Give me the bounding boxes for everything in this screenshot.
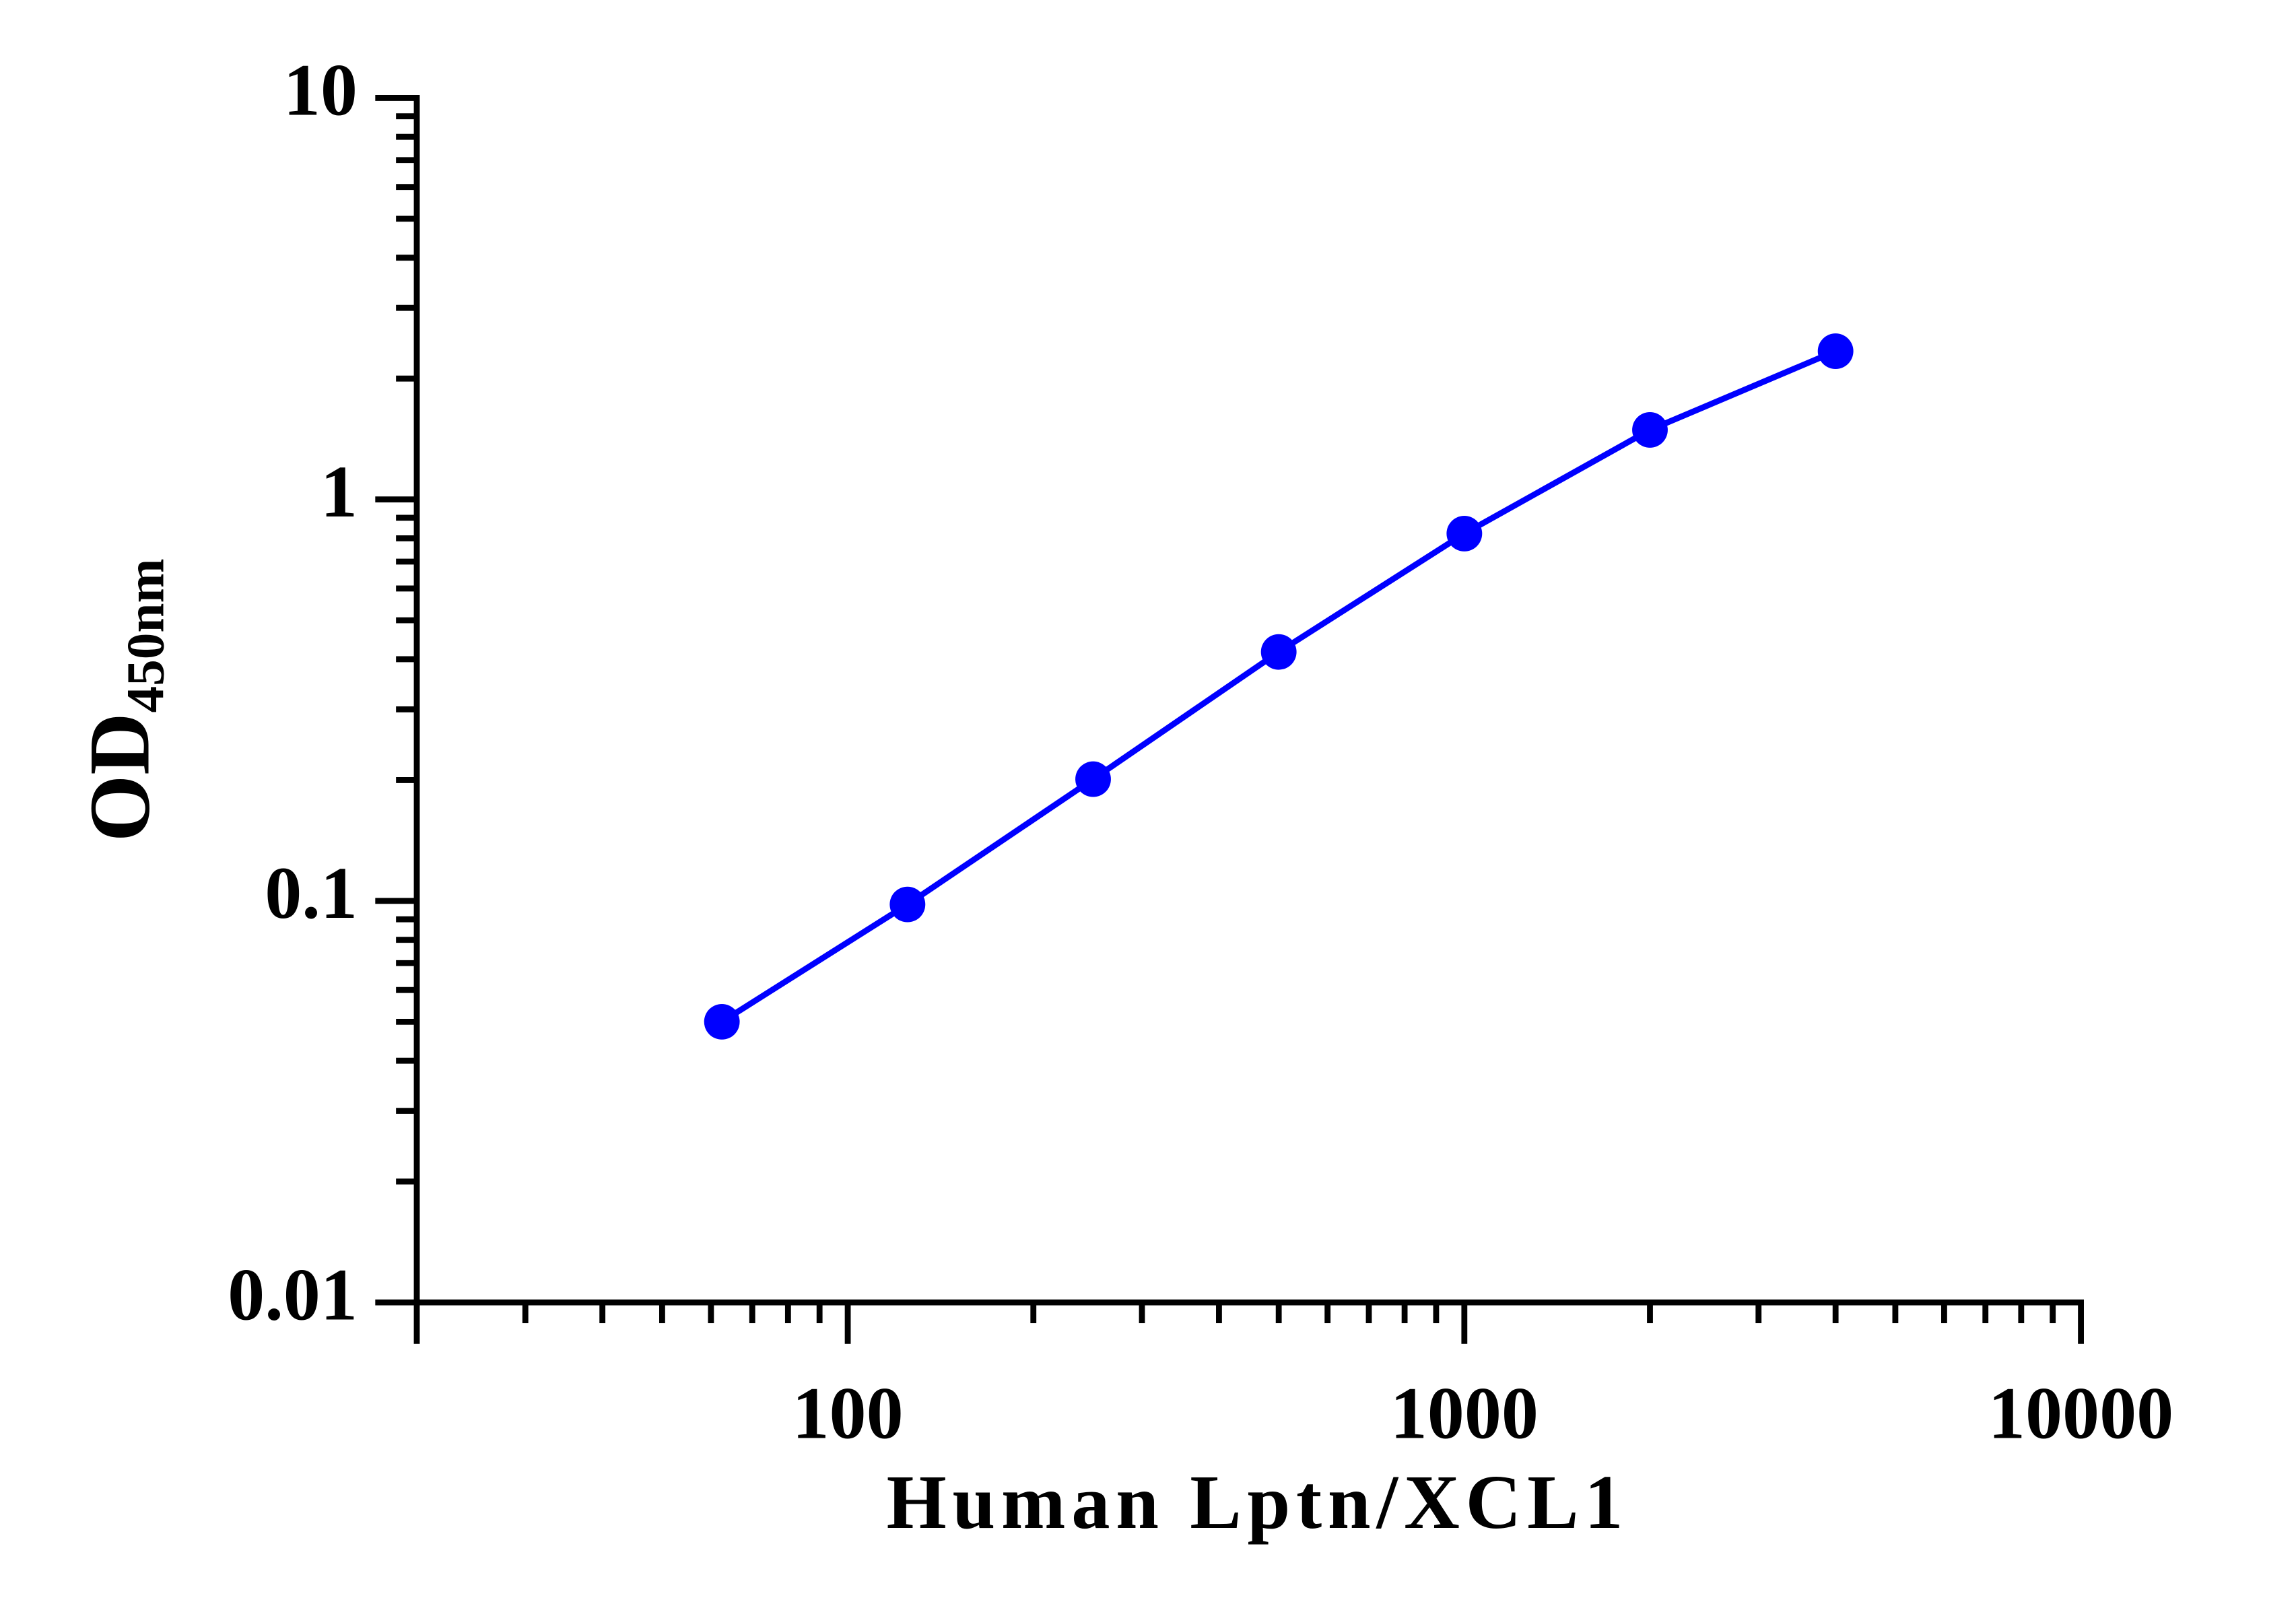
y-tick-label: 0.01 [228, 1253, 358, 1335]
x-axis-label: Human Lptn/XCL1 [887, 1459, 1629, 1545]
y-tick-label: 1 [320, 450, 358, 533]
data-point [1260, 634, 1297, 670]
y-tick-label: 10 [283, 49, 358, 131]
y-axis-label-subscript: 450nm [116, 558, 175, 712]
y-axis-label: OD450nm [71, 558, 175, 842]
data-point [889, 886, 926, 923]
x-tick-label: 10000 [1988, 1372, 2173, 1455]
data-point [1075, 761, 1111, 797]
y-axis-label-main: OD [71, 713, 167, 842]
y-tick-label: 0.1 [265, 852, 358, 934]
x-tick-label: 1000 [1390, 1372, 1539, 1455]
y-axis-label-group: OD450nm [71, 558, 175, 842]
data-point [1632, 411, 1668, 448]
x-tick-label: 100 [792, 1372, 903, 1455]
data-point [704, 1003, 740, 1040]
data-point [1817, 333, 1854, 369]
data-point [1446, 515, 1483, 552]
